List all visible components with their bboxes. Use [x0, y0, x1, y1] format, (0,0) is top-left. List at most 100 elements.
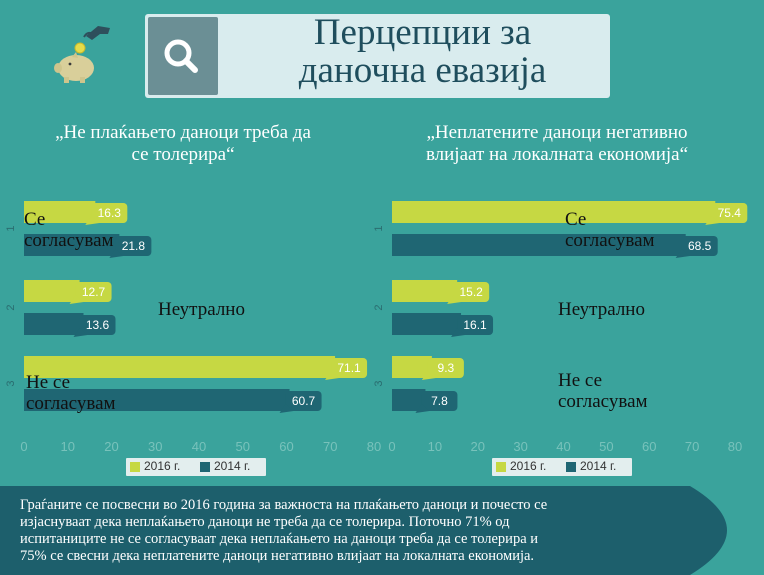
- left-category-number: 1: [5, 225, 17, 231]
- left-data-label-pointer: [325, 371, 340, 380]
- left-data-label: 13.6: [86, 318, 110, 332]
- legend-label-2016: 2016 г.: [510, 459, 547, 473]
- right-x-tick-label: 40: [556, 439, 570, 454]
- left-legend: 2016 г. 2014 г.: [126, 458, 266, 476]
- right-data-label-bg: [453, 282, 490, 302]
- left-data-label-bg: [91, 203, 128, 223]
- left-data-label-bg: [79, 315, 116, 335]
- right-category-number: 3: [373, 380, 385, 386]
- right-bar-chart: 1 2 3 75.4 15.2 9.3 68.5 16.1 7.8 0 10 20 30 40 50 60 70…: [373, 201, 748, 454]
- right-bar-2014: [392, 313, 462, 335]
- legend-swatch-2016: [130, 462, 140, 472]
- legend-swatch-2014: [200, 462, 210, 472]
- right-data-label-pointer: [705, 216, 720, 225]
- right-data-label-pointer: [675, 249, 690, 258]
- footer-line-2: изјаснуваат дека неплаќањето даноци не т…: [20, 514, 510, 530]
- left-chart-title-line-2: се толерира“: [131, 144, 235, 165]
- left-category-number: 3: [5, 380, 17, 386]
- right-data-label-bg: [457, 315, 494, 335]
- left-data-label-bg: [75, 282, 112, 302]
- left-category-label-agree-line-2: согласувам: [24, 230, 114, 251]
- left-chart-title-line-1: „Не плаќањето даноци треба да: [55, 122, 311, 143]
- left-data-label: 16.3: [98, 206, 122, 220]
- right-bar-2014: [392, 234, 686, 256]
- right-data-label-bg: [421, 391, 458, 411]
- left-data-label-pointer: [73, 328, 88, 337]
- right-x-tick-label: 10: [428, 439, 442, 454]
- left-x-tick-label: 80: [367, 439, 381, 454]
- right-x-tick-label: 60: [642, 439, 656, 454]
- left-category-label-disagree: Не се согласувам: [26, 372, 116, 414]
- left-chart-title: „Не плаќањето даноци треба да се толерир…: [8, 122, 358, 166]
- right-chart-title-line-1: „Неплатените даноци негативно: [426, 122, 688, 143]
- legend-label-2014: 2014 г.: [214, 459, 251, 473]
- right-category-label-agree-line-2: согласувам: [565, 230, 655, 251]
- left-bar-2016: [24, 280, 80, 302]
- right-data-label-pointer: [421, 371, 436, 380]
- left-data-label: 71.1: [337, 361, 361, 375]
- left-bar-2016: [24, 356, 336, 378]
- footer-summary: Граѓаните се посвесни во 2016 година за …: [20, 497, 660, 565]
- right-category-label-disagree-line-2: согласувам: [558, 391, 648, 412]
- right-data-label-pointer: [451, 328, 466, 337]
- left-category-label-agree-line-1: Се: [24, 209, 46, 230]
- left-x-tick-label: 20: [104, 439, 118, 454]
- right-x-tick-label: 70: [685, 439, 699, 454]
- right-category-number: 2: [373, 304, 385, 310]
- right-legend: 2016 г. 2014 г.: [492, 458, 632, 476]
- left-bar-chart: 1 2 3 16.3 12.7 71.1 21.8 13.6 60.7 0 10 20 30 40 50 60…: [5, 201, 381, 454]
- left-x-tick-label: 50: [236, 439, 250, 454]
- right-data-label-bg: [427, 358, 464, 378]
- left-category-label-neutral-line-1: Неутрално: [158, 299, 245, 320]
- left-data-label-pointer: [85, 216, 100, 225]
- legend-label-2014: 2014 г.: [580, 459, 617, 473]
- left-bar-2014: [24, 389, 290, 411]
- left-x-tick-label: 0: [20, 439, 27, 454]
- legend-swatch-2016: [496, 462, 506, 472]
- left-data-label-bg: [331, 358, 368, 378]
- left-data-label: 21.8: [122, 239, 146, 253]
- legend-label-2016: 2016 г.: [144, 459, 181, 473]
- right-bar-2016: [392, 201, 716, 223]
- page-title-line-2: даночна евазија: [298, 50, 547, 91]
- right-data-label: 15.2: [459, 285, 483, 299]
- right-x-tick-label: 30: [513, 439, 527, 454]
- magnifier-icon: [164, 39, 198, 73]
- left-data-label-pointer: [109, 249, 124, 258]
- footer-line-3: испитаниците не се согласуваат дека непл…: [20, 531, 539, 547]
- right-category-number: 1: [373, 225, 385, 231]
- legend-swatch-2014: [566, 462, 576, 472]
- piggy-bank-coin-hand-icon: [54, 26, 110, 83]
- left-x-tick-label: 10: [61, 439, 75, 454]
- left-data-label: 60.7: [292, 394, 316, 408]
- right-category-label-disagree-line-1: Не се: [558, 370, 603, 391]
- footer-line-4: 75% се свесни дека неплатените даноци не…: [20, 548, 535, 564]
- right-data-label: 75.4: [718, 206, 742, 220]
- right-bar-2016: [392, 280, 458, 302]
- right-chart-title: „Неплатените даноци негативно влијаат на…: [372, 122, 742, 166]
- right-bar-2014: [392, 389, 426, 411]
- left-bar-2014: [24, 313, 84, 335]
- title-banner: [145, 14, 610, 98]
- right-category-label-disagree: Не се согласувам: [558, 370, 648, 412]
- left-data-label: 12.7: [82, 285, 106, 299]
- left-category-label-disagree-line-1: Не се: [26, 372, 71, 393]
- left-data-label-bg: [285, 391, 322, 411]
- right-data-label-pointer: [415, 404, 430, 413]
- right-x-tick-label: 50: [599, 439, 613, 454]
- left-category-label-disagree-line-2: согласувам: [26, 393, 116, 414]
- right-category-label-neutral: Неутрално: [558, 299, 645, 320]
- right-x-tick-label: 80: [728, 439, 742, 454]
- right-data-label-pointer: [447, 295, 462, 304]
- left-bar-2016: [24, 201, 96, 223]
- right-chart-title-line-2: влијаат на локалната економија“: [425, 144, 689, 165]
- right-data-label-bg: [711, 203, 748, 223]
- left-data-label-pointer: [279, 404, 294, 413]
- left-category-number: 2: [5, 304, 17, 310]
- left-category-label-neutral: Неутрално: [158, 299, 245, 320]
- right-data-label-bg: [681, 236, 718, 256]
- footer-band: [0, 486, 727, 575]
- right-category-label-agree-line-1: Се: [565, 209, 587, 230]
- left-x-tick-label: 70: [323, 439, 337, 454]
